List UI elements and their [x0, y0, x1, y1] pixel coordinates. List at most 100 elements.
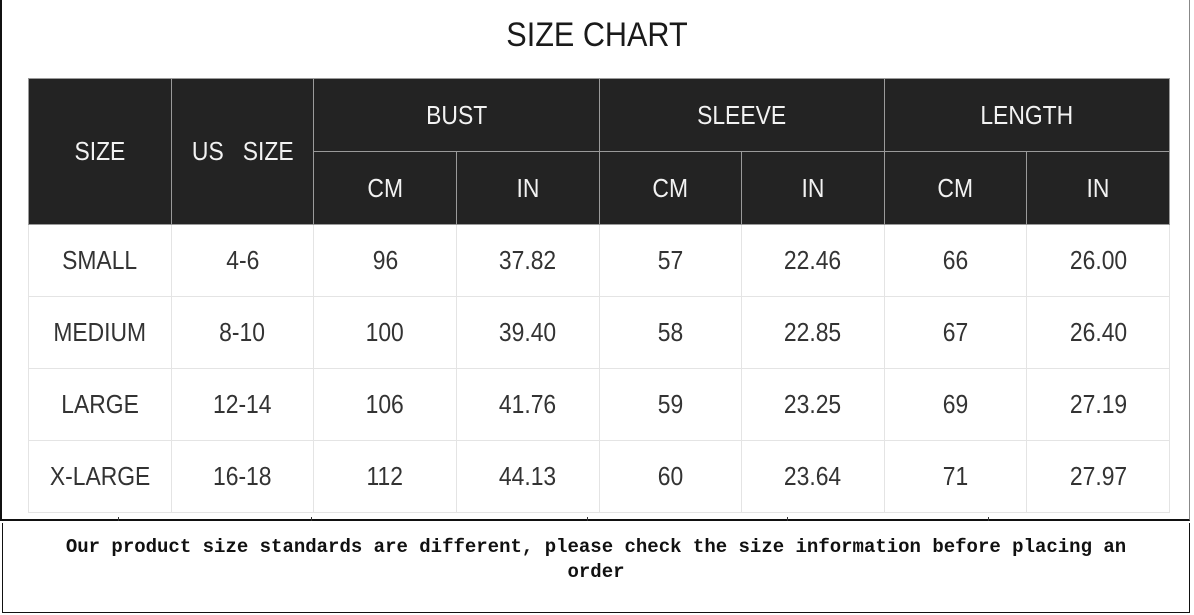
table-cell: 22.46 [741, 224, 885, 297]
size-note: Our product size standards are different… [2, 523, 1190, 613]
unit-label: CM [937, 172, 974, 203]
table-cell: 26.00 [1026, 224, 1170, 297]
table-cell: 66 [883, 224, 1028, 297]
cell-value: 67 [942, 317, 969, 347]
table-cell: 67 [883, 296, 1028, 369]
cell-value: 27.19 [1069, 389, 1127, 419]
unit-label: IN [801, 172, 825, 203]
cell-value: 71 [942, 461, 969, 491]
cell-value: 26.40 [1069, 317, 1127, 347]
unit-label: IN [1086, 172, 1110, 203]
cell-value: 60 [657, 461, 684, 491]
header-sleeve-label: SLEEVE [697, 99, 787, 130]
table-cell: MEDIUM [28, 296, 172, 369]
unit-label: IN [516, 172, 540, 203]
cell-value: 59 [657, 389, 684, 419]
header-unit: CM [598, 151, 743, 225]
table-cell: X-LARGE [28, 440, 172, 513]
header-row-groups: SIZE US SIZE BUST SLEEVE LENGTH [28, 78, 1171, 225]
cell-value: X-LARGE [49, 461, 151, 491]
table-cell: 96 [313, 224, 457, 297]
header-length-label: LENGTH [980, 99, 1074, 130]
chart-frame [0, 0, 1190, 521]
cell-value: 27.97 [1069, 461, 1127, 491]
divider-tick [988, 517, 989, 521]
table-cell: 44.13 [455, 440, 600, 513]
header-unit: IN [741, 151, 885, 225]
table-cell: SMALL [28, 224, 172, 297]
header-unit: IN [455, 151, 600, 225]
cell-value: 8-10 [219, 317, 266, 347]
table-cell: 60 [598, 440, 743, 513]
header-us-size: US SIZE [170, 78, 315, 225]
table-cell: 58 [598, 296, 743, 369]
cell-value: 26.00 [1069, 245, 1127, 275]
table-cell: 22.85 [741, 296, 885, 369]
header-length: LENGTH [883, 78, 1171, 152]
header-us-size-label: US SIZE [191, 136, 294, 166]
table-cell: 37.82 [455, 224, 600, 297]
unit-label: CM [367, 172, 403, 203]
cell-value: MEDIUM [53, 317, 147, 347]
cell-value: 37.82 [499, 245, 557, 275]
table-row: MEDIUM 8-10 100 39.40 58 22.85 67 26.40 [28, 296, 1170, 369]
cell-value: 112 [366, 461, 404, 491]
cell-value: LARGE [61, 389, 139, 419]
cell-value: 69 [942, 389, 969, 419]
table-cell: 27.97 [1026, 440, 1170, 513]
table-cell: LARGE [28, 368, 172, 441]
header-sleeve: SLEEVE [598, 78, 885, 152]
table-row: X-LARGE 16-18 112 44.13 60 23.64 71 27.97 [28, 440, 1170, 513]
cell-value: 23.64 [784, 461, 842, 491]
header-bust-label: BUST [425, 99, 487, 130]
header-size-label: SIZE [74, 136, 126, 166]
table-row: SMALL 4-6 96 37.82 57 22.46 66 26.00 [28, 224, 1170, 297]
divider-tick [787, 517, 788, 521]
cell-value: 23.25 [784, 389, 842, 419]
divider-tick [587, 517, 588, 521]
table-cell: 4-6 [170, 224, 315, 297]
header-size: SIZE [28, 78, 172, 225]
header-row-units: CM IN CM IN CM IN [29, 151, 1170, 225]
header-unit: IN [1026, 151, 1170, 225]
table-cell: 59 [598, 368, 743, 441]
table-cell: 112 [313, 440, 457, 513]
table-cell: 106 [313, 368, 457, 441]
table-cell: 12-14 [170, 368, 315, 441]
cell-value: 22.46 [784, 245, 842, 275]
cell-value: 106 [365, 389, 405, 419]
header-unit: CM [313, 151, 457, 225]
cell-value: 22.85 [784, 317, 842, 347]
table-cell: 27.19 [1026, 368, 1170, 441]
table-cell: 39.40 [455, 296, 600, 369]
cell-value: 44.13 [499, 461, 557, 491]
header-bust: BUST [313, 78, 600, 152]
table-cell: 100 [313, 296, 457, 369]
table-cell: 26.40 [1026, 296, 1170, 369]
table-cell: 23.25 [741, 368, 885, 441]
table-cell: 23.64 [741, 440, 885, 513]
page-title: SIZE CHART [506, 16, 688, 54]
cell-value: 39.40 [499, 317, 557, 347]
cell-value: 57 [657, 245, 684, 275]
cell-value: 96 [372, 245, 398, 275]
cell-value: SMALL [62, 245, 138, 275]
table-row: LARGE 12-14 106 41.76 59 23.25 69 27.19 [28, 368, 1170, 441]
table-cell: 41.76 [455, 368, 600, 441]
size-chart-table: SIZE US SIZE BUST SLEEVE LENGTH CM IN CM… [28, 78, 1171, 513]
table-cell: 57 [598, 224, 743, 297]
cell-value: 41.76 [499, 389, 557, 419]
cell-value: 66 [942, 245, 969, 275]
cell-value: 16-18 [213, 461, 272, 491]
header-unit: CM [883, 151, 1028, 225]
table-cell: 71 [883, 440, 1028, 513]
cell-value: 58 [657, 317, 684, 347]
unit-label: CM [652, 172, 689, 203]
table-cell: 8-10 [170, 296, 315, 369]
divider-tick [118, 517, 119, 521]
cell-value: 12-14 [213, 389, 272, 419]
table-cell: 16-18 [170, 440, 315, 513]
cell-value: 4-6 [225, 245, 259, 275]
divider-tick [311, 517, 312, 521]
table-cell: 69 [883, 368, 1028, 441]
